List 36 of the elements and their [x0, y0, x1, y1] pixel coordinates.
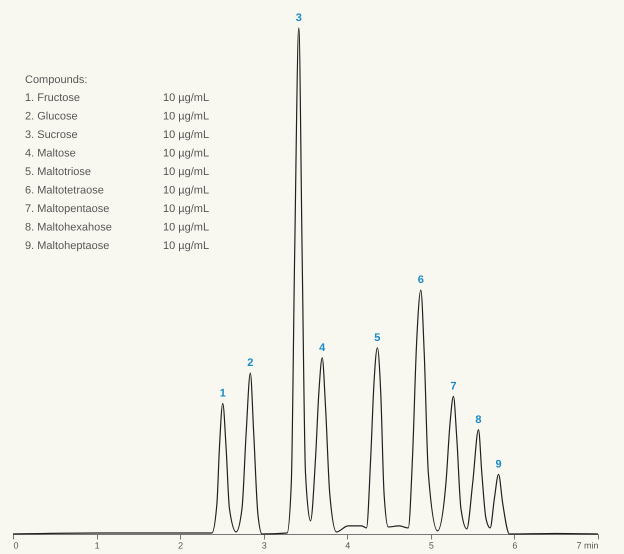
- x-tick-label: 2: [178, 540, 184, 550]
- annotation: 10 µg/mL: [163, 148, 210, 160]
- annotation: 4. Maltose: [25, 148, 76, 160]
- annotation: 10 µg/mL: [163, 129, 210, 141]
- annotation: 2: [247, 357, 254, 370]
- annotation: 4: [319, 342, 326, 354]
- annotation: 7. Maltopentaose: [25, 203, 110, 215]
- annotation: 9. Maltoheptaose: [25, 240, 110, 252]
- x-tick-label: 7 min: [576, 540, 598, 550]
- annotation: 9: [495, 458, 502, 470]
- annotation: 10 µg/mL: [163, 92, 210, 104]
- x-tick-label: 5: [428, 540, 434, 550]
- x-tick-label: 3: [262, 540, 267, 550]
- annotation: 6. Maltotetraose: [25, 184, 104, 196]
- annotation: 10 µg/mL: [163, 222, 210, 234]
- annotation: 1: [220, 387, 226, 400]
- annotation: 1. Fructose: [25, 92, 80, 104]
- annotation: 8: [475, 414, 482, 426]
- annotation: 8. Maltohexahose: [25, 222, 112, 234]
- annotation: 6: [418, 274, 424, 286]
- annotation: 5: [374, 332, 380, 344]
- annotation: 5. Maltotriose: [25, 166, 92, 178]
- x-tick-label: 6: [512, 540, 518, 550]
- annotation: 3: [296, 12, 302, 24]
- annotation: Compounds:: [25, 74, 88, 86]
- x-tick-label: 4: [345, 540, 350, 550]
- annotation: 10 µg/mL: [163, 203, 210, 215]
- annotation: 7: [450, 380, 456, 392]
- annotation: 10 µg/mL: [163, 110, 210, 122]
- annotation: 2. Glucose: [25, 110, 78, 122]
- x-tick-label: 1: [94, 540, 100, 550]
- annotation: 10 µg/mL: [163, 184, 210, 196]
- annotation: 10 µg/mL: [163, 240, 210, 252]
- annotation: 10 µg/mL: [163, 166, 210, 178]
- x-tick-label: 0: [14, 540, 19, 550]
- annotation: 3. Sucrose: [25, 129, 78, 141]
